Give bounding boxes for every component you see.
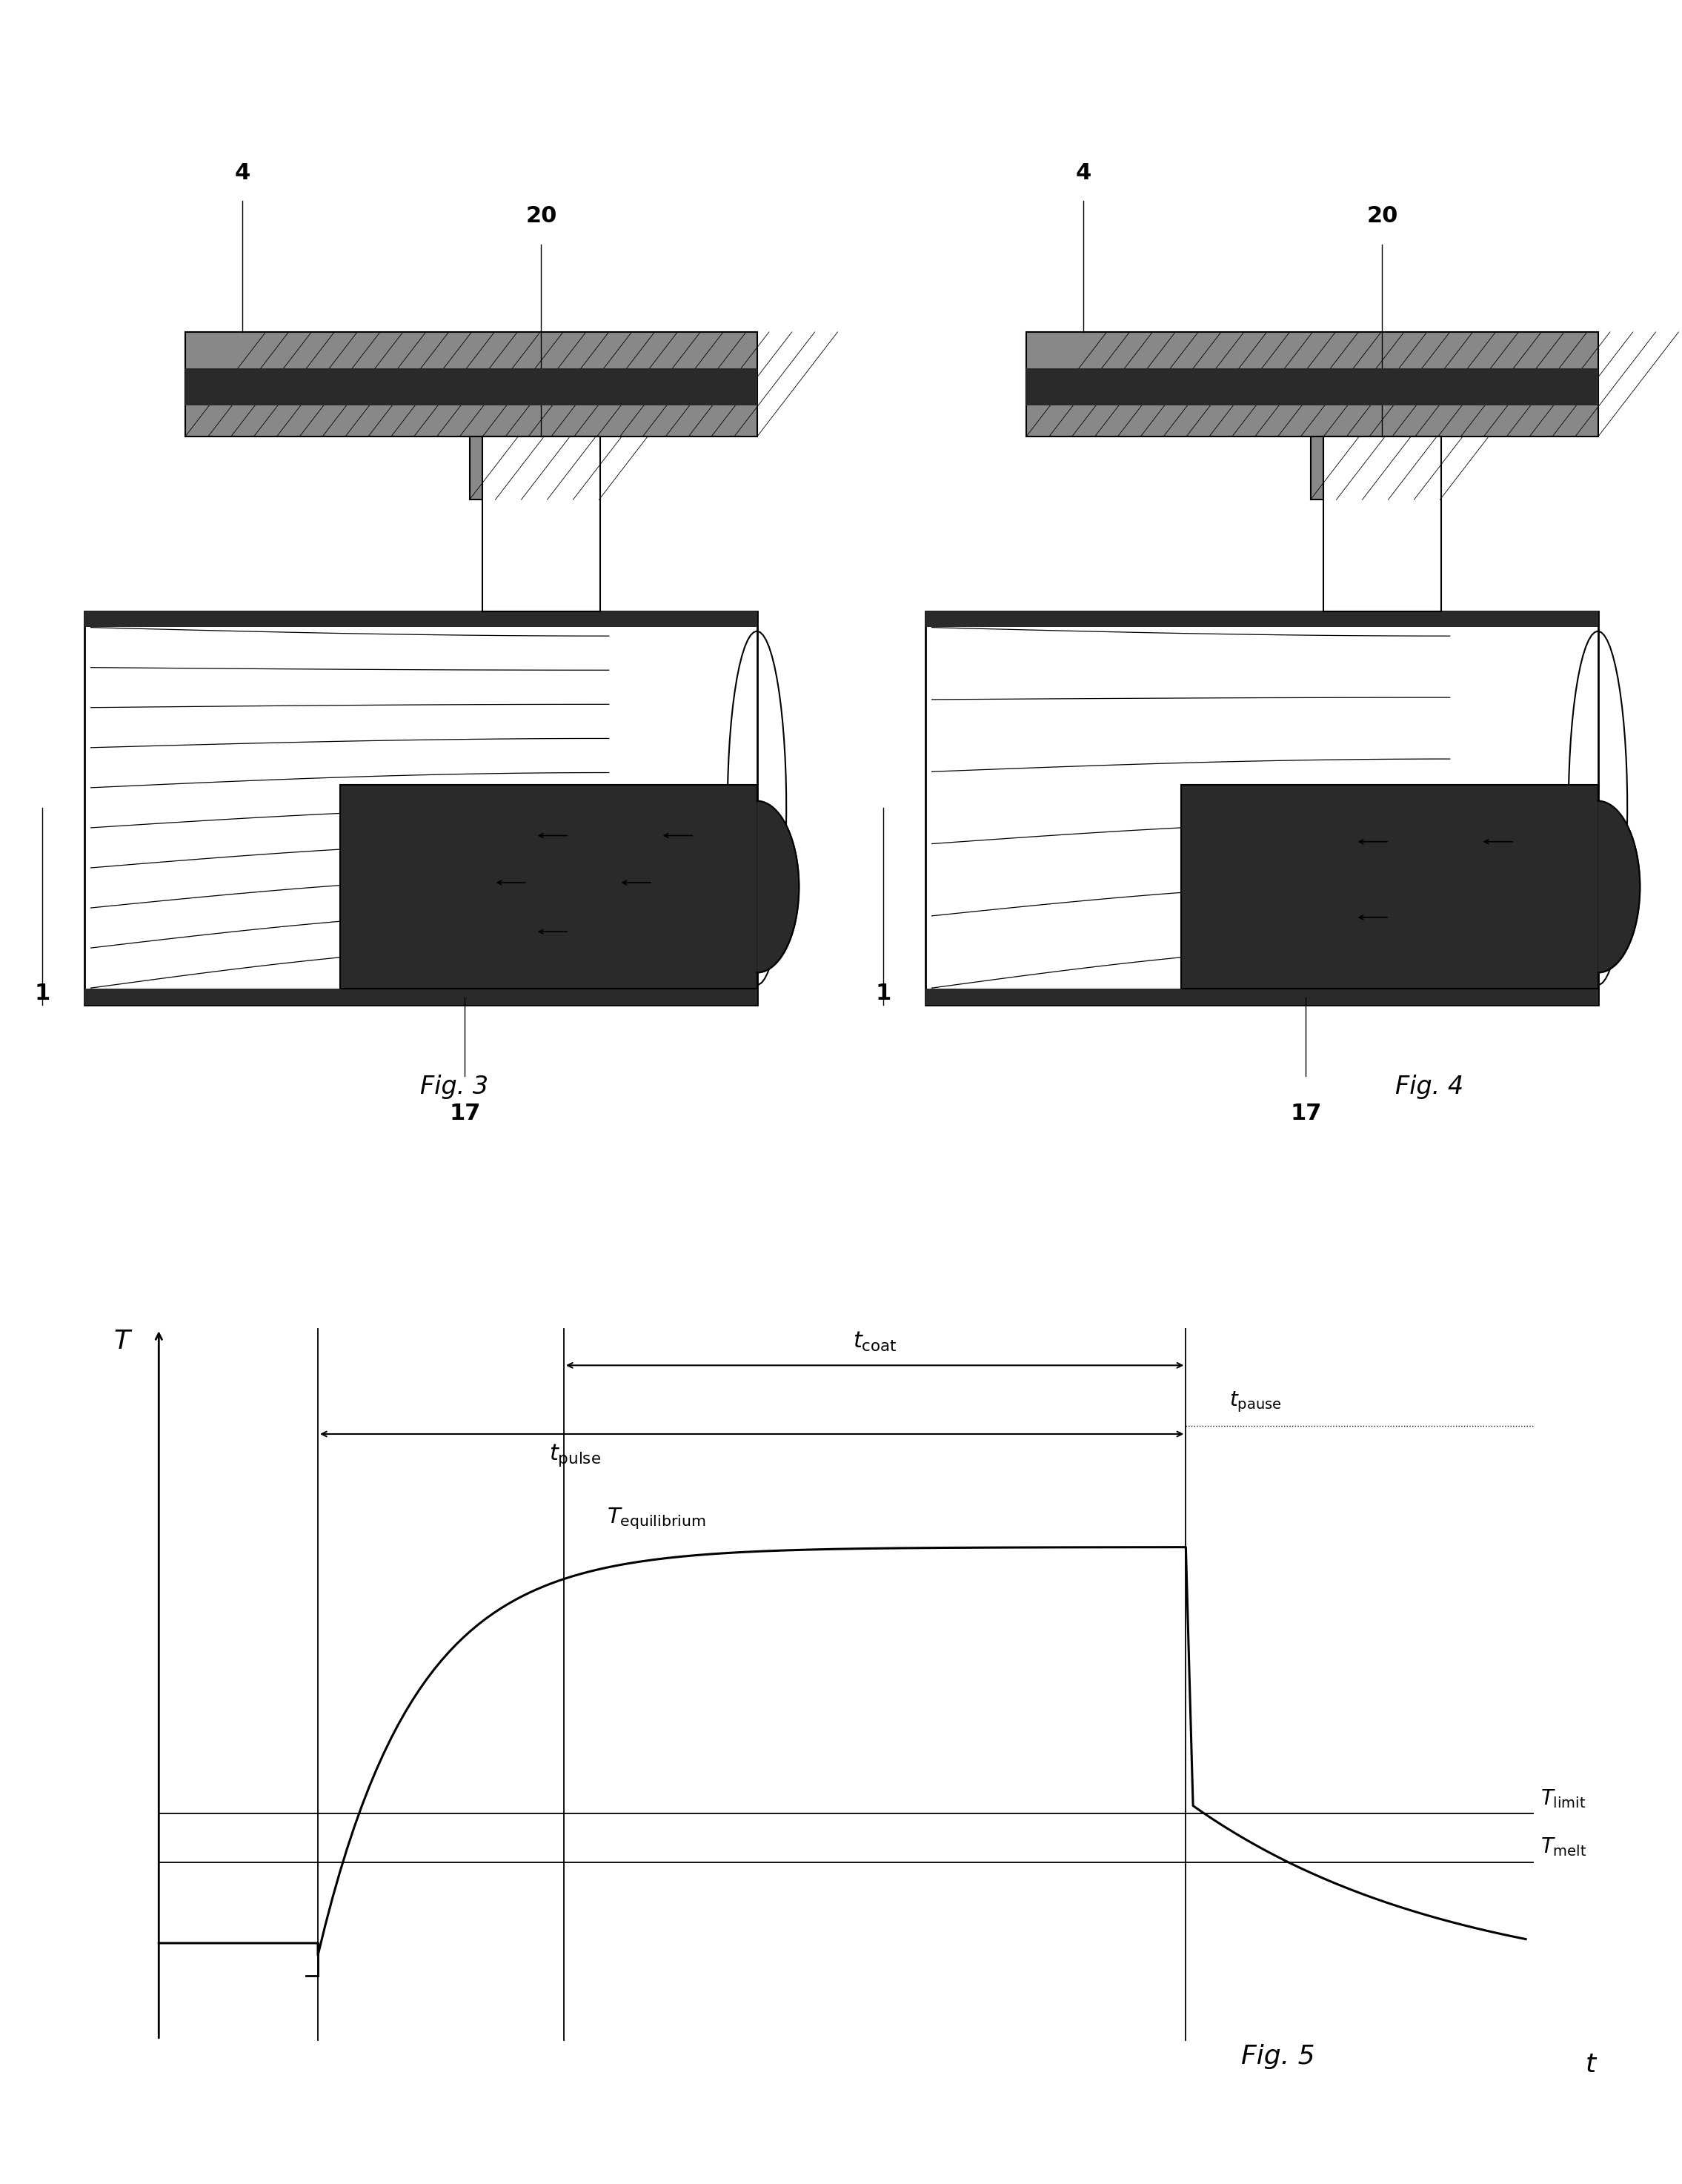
Text: T: T [113, 1328, 130, 1354]
Bar [925, 989, 1598, 1005]
Text: $T_{\rm equilibrium}$: $T_{\rm equilibrium}$ [607, 1507, 706, 1531]
Bar [1026, 369, 1598, 406]
Text: $t_{\rm coat}$: $t_{\rm coat}$ [853, 1330, 897, 1354]
Text: 17: 17 [1290, 1103, 1322, 1125]
Text: 1: 1 [34, 983, 50, 1005]
Bar [84, 989, 757, 1005]
Bar [1324, 437, 1441, 612]
Text: Fig. 5: Fig. 5 [1241, 2044, 1315, 2068]
Text: Fig. 3: Fig. 3 [420, 1075, 488, 1099]
Bar [84, 612, 757, 627]
Bar [1026, 332, 1598, 437]
Text: 17: 17 [449, 1103, 481, 1125]
Text: $T_{\rm limit}$: $T_{\rm limit}$ [1541, 1789, 1586, 1811]
Bar [1310, 437, 1440, 500]
Text: $t_{\rm pause}$: $t_{\rm pause}$ [1230, 1389, 1282, 1413]
Bar [84, 612, 757, 1005]
Text: 1: 1 [875, 983, 891, 1005]
Bar [925, 612, 1598, 1005]
Text: Fig. 4: Fig. 4 [1396, 1075, 1463, 1099]
Text: 4: 4 [1075, 162, 1092, 183]
Text: $T_{\rm melt}$: $T_{\rm melt}$ [1541, 1837, 1586, 1859]
Bar [469, 437, 599, 500]
Text: 20: 20 [525, 205, 557, 227]
Text: $t_{\rm pulse}$: $t_{\rm pulse}$ [550, 1441, 600, 1468]
Bar [483, 437, 600, 612]
Text: 20: 20 [1366, 205, 1398, 227]
Bar [340, 784, 757, 989]
Bar [185, 332, 757, 437]
Bar [185, 369, 757, 406]
Bar [925, 612, 1598, 627]
Text: 4: 4 [234, 162, 251, 183]
Bar [1181, 784, 1598, 989]
Text: t: t [1586, 2053, 1596, 2077]
